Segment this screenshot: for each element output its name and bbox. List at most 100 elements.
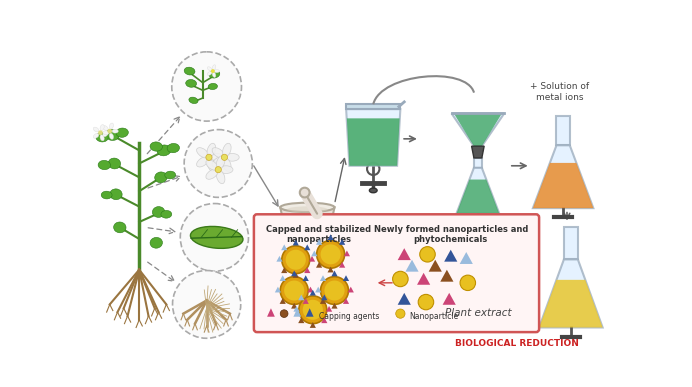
Ellipse shape — [206, 160, 218, 170]
Ellipse shape — [207, 143, 216, 157]
Circle shape — [98, 130, 103, 135]
Polygon shape — [291, 271, 298, 276]
Polygon shape — [344, 250, 350, 256]
Polygon shape — [304, 245, 310, 250]
Polygon shape — [474, 158, 482, 168]
Polygon shape — [533, 163, 593, 208]
Ellipse shape — [109, 123, 113, 129]
Ellipse shape — [165, 171, 176, 179]
Polygon shape — [440, 270, 453, 282]
Text: Newly formed nanoparticles and
phytochemicals: Newly formed nanoparticles and phytochem… — [374, 225, 528, 245]
Ellipse shape — [370, 188, 377, 193]
Polygon shape — [280, 275, 286, 281]
FancyBboxPatch shape — [254, 214, 539, 332]
Circle shape — [302, 300, 323, 320]
Ellipse shape — [109, 133, 113, 139]
Polygon shape — [347, 287, 354, 293]
Ellipse shape — [280, 203, 334, 212]
Ellipse shape — [208, 71, 212, 75]
Polygon shape — [293, 306, 300, 312]
Ellipse shape — [102, 126, 108, 130]
Circle shape — [280, 277, 308, 305]
Ellipse shape — [152, 207, 165, 217]
Ellipse shape — [197, 148, 209, 158]
Circle shape — [396, 309, 405, 318]
Ellipse shape — [212, 65, 216, 70]
Polygon shape — [327, 267, 334, 272]
Circle shape — [317, 240, 345, 268]
Ellipse shape — [157, 145, 171, 156]
Polygon shape — [320, 275, 326, 281]
Polygon shape — [471, 146, 484, 158]
Circle shape — [418, 295, 434, 310]
Ellipse shape — [197, 157, 209, 167]
Polygon shape — [556, 116, 570, 145]
Polygon shape — [331, 271, 338, 276]
Polygon shape — [281, 245, 287, 250]
Polygon shape — [398, 293, 411, 305]
Ellipse shape — [161, 211, 172, 218]
Circle shape — [320, 277, 349, 305]
Ellipse shape — [105, 130, 119, 140]
Ellipse shape — [223, 158, 231, 171]
Ellipse shape — [208, 83, 217, 89]
Polygon shape — [320, 298, 326, 304]
Ellipse shape — [207, 158, 216, 171]
Polygon shape — [457, 180, 500, 214]
Circle shape — [286, 250, 306, 270]
Polygon shape — [327, 234, 334, 240]
Circle shape — [172, 52, 242, 121]
Circle shape — [299, 296, 327, 324]
Circle shape — [172, 271, 241, 338]
Circle shape — [221, 154, 228, 160]
Circle shape — [215, 166, 221, 173]
Polygon shape — [281, 267, 287, 273]
Polygon shape — [291, 303, 298, 308]
Polygon shape — [311, 250, 318, 256]
Polygon shape — [444, 250, 457, 262]
Polygon shape — [443, 293, 456, 305]
Ellipse shape — [103, 131, 109, 135]
Ellipse shape — [116, 128, 128, 137]
Circle shape — [181, 204, 248, 271]
Polygon shape — [302, 298, 309, 304]
Circle shape — [300, 188, 309, 197]
Polygon shape — [417, 273, 430, 285]
Polygon shape — [347, 118, 399, 166]
Polygon shape — [280, 298, 286, 304]
Ellipse shape — [209, 70, 220, 78]
Circle shape — [325, 281, 345, 301]
Ellipse shape — [287, 206, 328, 213]
Polygon shape — [428, 260, 441, 272]
Ellipse shape — [212, 148, 224, 158]
Circle shape — [280, 310, 288, 317]
Ellipse shape — [95, 133, 108, 142]
Ellipse shape — [112, 129, 118, 133]
Text: BIOLOGICAL REDUCTION: BIOLOGICAL REDUCTION — [455, 339, 579, 348]
Ellipse shape — [102, 132, 108, 137]
Polygon shape — [293, 308, 301, 317]
Polygon shape — [310, 290, 316, 296]
Text: Nanoparticle: Nanoparticle — [409, 312, 458, 321]
Polygon shape — [316, 262, 322, 268]
Ellipse shape — [110, 189, 122, 200]
Text: Capped and stabilized
nanoparticles: Capped and stabilized nanoparticles — [266, 225, 372, 245]
Ellipse shape — [184, 67, 195, 75]
Polygon shape — [343, 298, 349, 304]
Text: + Solution of
metal ions: + Solution of metal ions — [529, 82, 589, 102]
Ellipse shape — [108, 158, 120, 169]
Polygon shape — [321, 317, 327, 323]
Circle shape — [460, 275, 475, 291]
Ellipse shape — [206, 169, 218, 179]
Polygon shape — [398, 248, 411, 260]
Ellipse shape — [217, 170, 225, 184]
Polygon shape — [326, 306, 332, 312]
Polygon shape — [339, 262, 345, 268]
Polygon shape — [343, 275, 349, 281]
Ellipse shape — [219, 166, 233, 173]
Polygon shape — [276, 256, 282, 262]
Circle shape — [206, 154, 212, 160]
Ellipse shape — [208, 67, 212, 71]
Ellipse shape — [155, 172, 167, 183]
Polygon shape — [346, 104, 401, 109]
